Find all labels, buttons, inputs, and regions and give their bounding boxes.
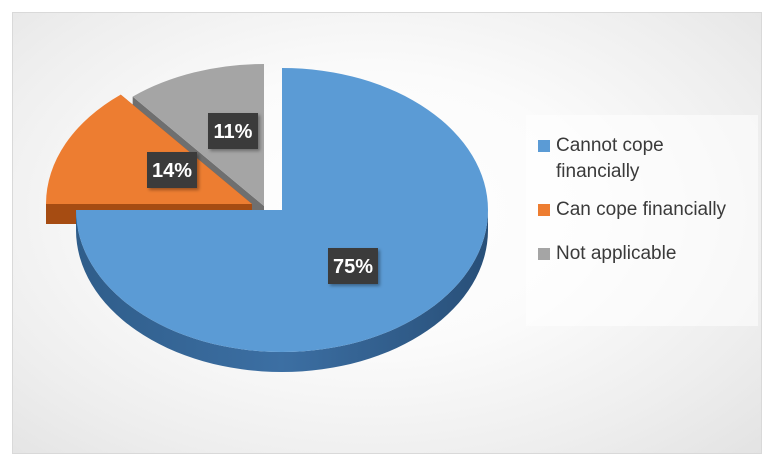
pie-slice-cannot-cope-financially [76,68,488,372]
data-label-3: 11% [208,113,258,149]
chart-legend: Cannot cope financially Can cope financia… [526,115,758,326]
data-label-2: 14% [147,152,197,188]
legend-swatch [538,248,550,260]
legend-item-1: Cannot cope financially [538,133,758,185]
svg-text:75%: 75% [333,256,373,278]
legend-item-2: Can cope financially [538,197,758,223]
legend-swatch [538,140,550,152]
legend-label: Not applicable [556,243,677,264]
svg-text:14%: 14% [152,160,192,182]
legend-label: Can cope financially [556,199,727,220]
legend-item-3: Not applicable [538,241,758,267]
svg-text:11%: 11% [214,121,253,143]
legend-swatch [538,204,550,216]
data-label-1: 75% [328,248,378,284]
legend-label: Cannot cope financially [556,135,664,182]
